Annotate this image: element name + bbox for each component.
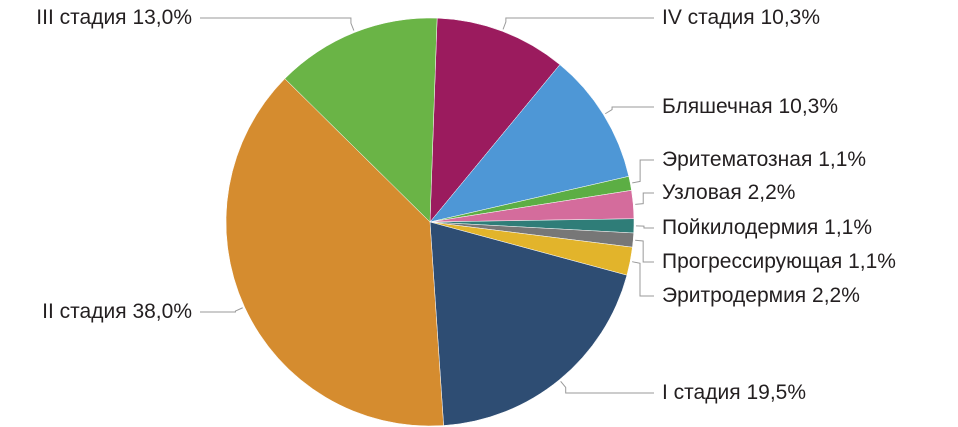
leader-line — [200, 307, 243, 313]
leader-line — [635, 225, 654, 229]
data-label: Эритематозная 1,1% — [662, 148, 866, 171]
leader-line — [200, 17, 355, 31]
leader-line — [632, 159, 654, 184]
category-label: Узловая — [662, 181, 742, 204]
category-label: Бляшечная — [662, 95, 773, 118]
leader-line — [632, 261, 654, 297]
category-label: I стадия — [662, 381, 741, 404]
leader-line — [604, 106, 654, 115]
pie-slice — [429, 221, 628, 426]
data-label: Пойкилодермия 1,1% — [662, 216, 872, 239]
data-label: Эритродермия 2,2% — [662, 284, 860, 307]
data-label: Узловая 2,2% — [662, 181, 795, 204]
value-label: 2,2% — [748, 181, 796, 204]
value-label: 1,1% — [824, 216, 872, 239]
category-label: Эритематозная — [662, 148, 812, 171]
value-label: 19,5% — [746, 381, 806, 404]
value-label: 10,3% — [778, 95, 838, 118]
category-label: Пойкилодермия — [662, 216, 818, 239]
category-label: II стадия — [42, 300, 126, 323]
pie-slice — [225, 78, 444, 427]
data-label: Прогрессирующая 1,1% — [662, 250, 896, 273]
leader-line — [502, 17, 654, 30]
category-label: IV стадия — [662, 6, 755, 29]
value-label: 10,3% — [760, 6, 820, 29]
data-label: Бляшечная 10,3% — [662, 95, 838, 118]
pie-slice — [429, 17, 561, 223]
value-label: 1,1% — [848, 250, 896, 273]
data-label: I стадия 19,5% — [662, 381, 806, 404]
category-label: Эритродермия — [662, 284, 806, 307]
category-label: Прогрессирующая — [662, 250, 842, 273]
leader-line — [635, 192, 654, 205]
leader-line — [560, 380, 654, 394]
data-label: IV стадия 10,3% — [662, 6, 820, 29]
pie-slice — [429, 64, 630, 223]
pie-slice — [284, 17, 438, 223]
value-label: 38,0% — [132, 300, 192, 323]
data-label: III стадия 13,0% — [36, 6, 192, 29]
leader-line — [635, 239, 654, 263]
value-label: 2,2% — [812, 284, 860, 307]
data-label: II стадия 38,0% — [42, 300, 192, 323]
value-label: 13,0% — [132, 6, 192, 29]
value-label: 1,1% — [818, 148, 866, 171]
leader-lines — [200, 17, 654, 394]
category-label: III стадия — [36, 6, 126, 29]
